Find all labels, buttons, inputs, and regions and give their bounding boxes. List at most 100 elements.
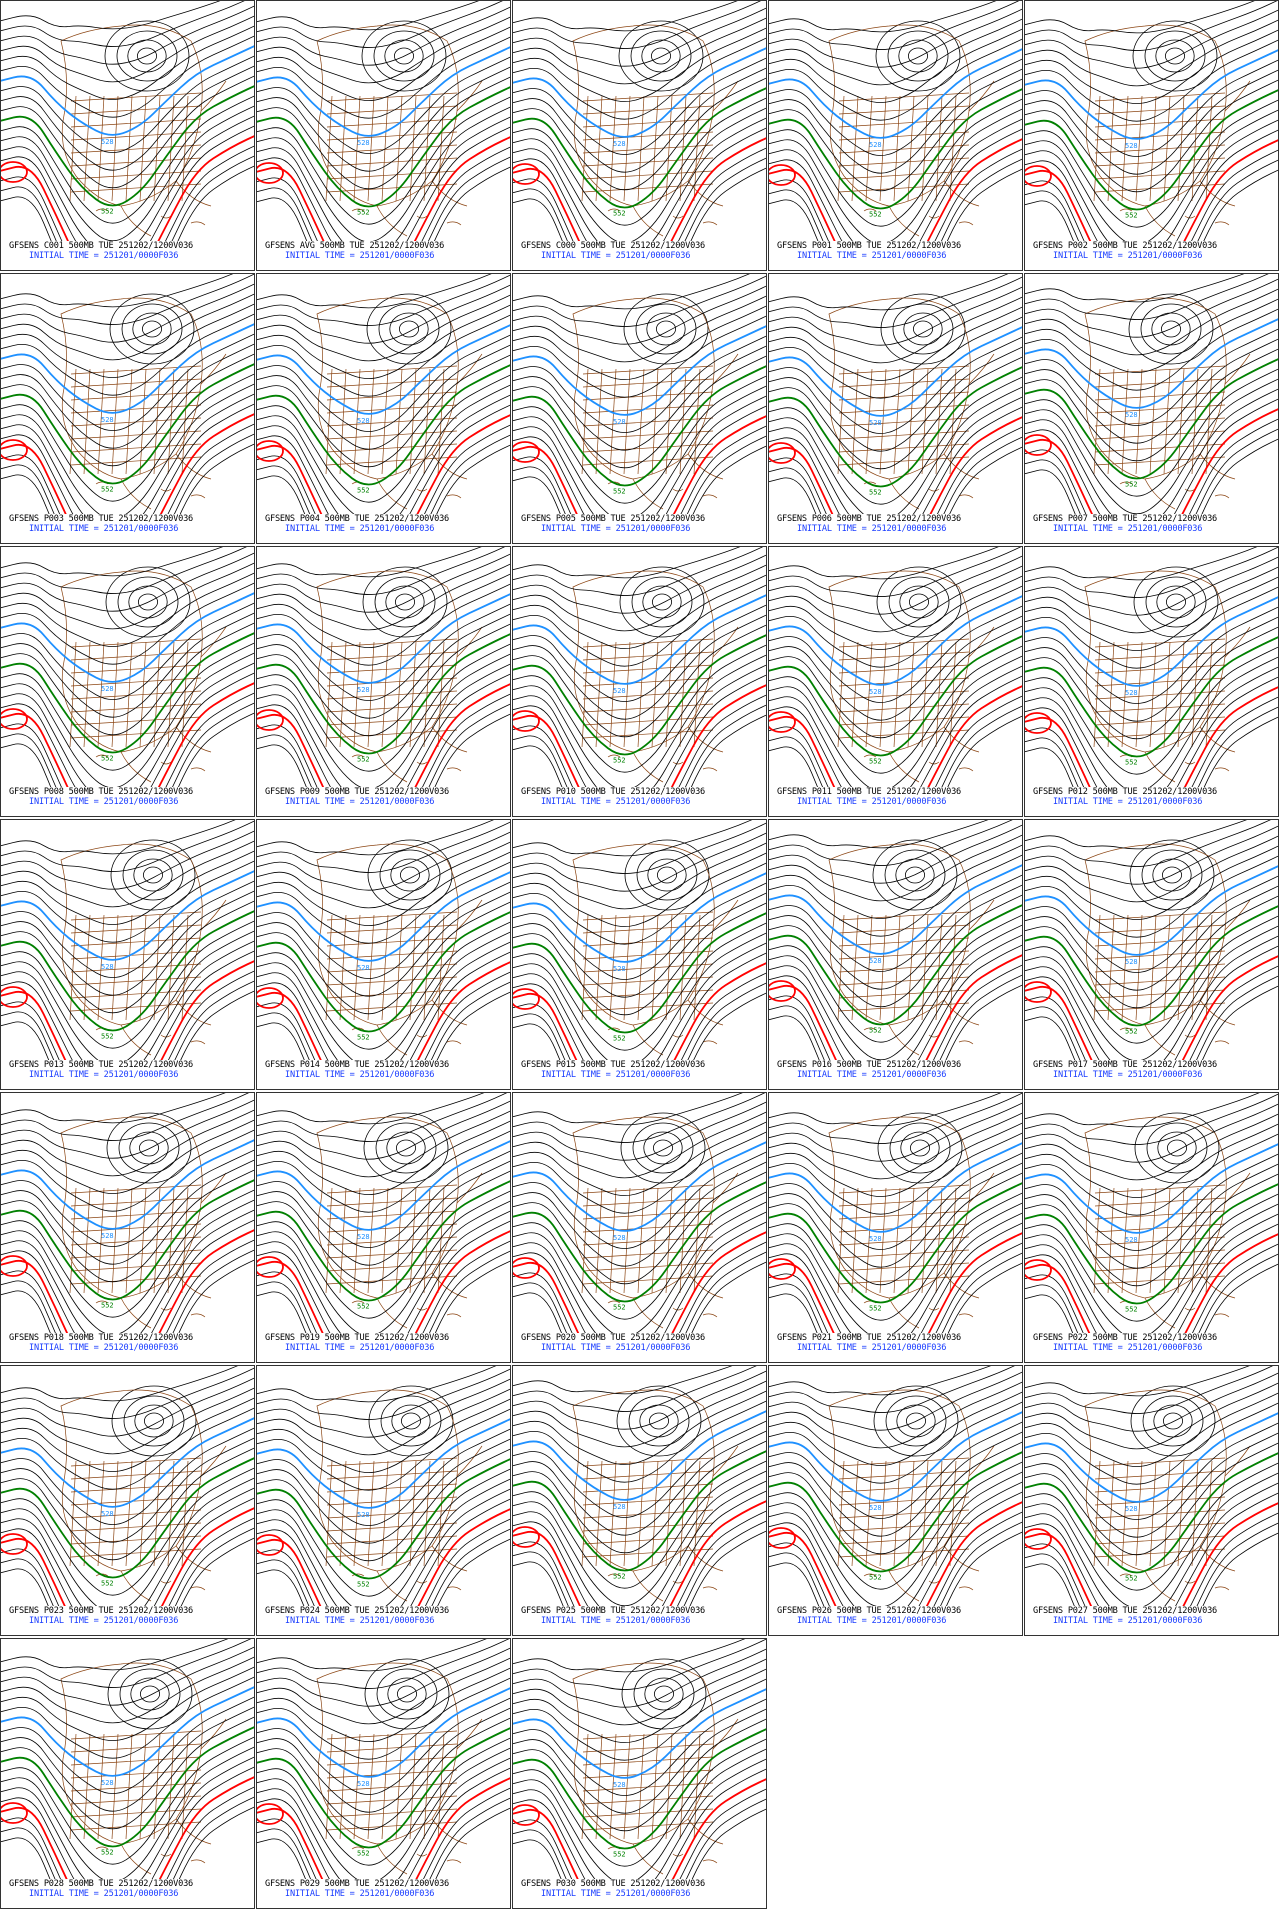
map-panel: 528552576GFSENS P024 500MB TUE 251202/12…: [256, 1365, 511, 1636]
panel-initial-time: INITIAL TIME = 251201/0000F036: [797, 524, 947, 534]
contour-552: [1025, 358, 1278, 480]
contour-528-label: 528: [1125, 958, 1138, 966]
closed-contour-576: [1025, 712, 1052, 734]
panel-initial-time: INITIAL TIME = 251201/0000F036: [29, 1070, 179, 1080]
isoheight-contours: [1025, 1093, 1278, 1333]
height-contour-map: 528552576: [513, 547, 766, 787]
closed-contour-576: [769, 164, 796, 186]
contour-576: [513, 1231, 766, 1333]
isoheight-contours: [769, 274, 1022, 514]
isoheight-contours: [769, 1, 1022, 241]
contour-576: [513, 1500, 766, 1606]
map-panel: 528552576GFSENS P013 500MB TUE 251202/12…: [0, 819, 255, 1090]
polar-low-contours: [620, 1112, 706, 1184]
map-panel: 528552576GFSENS P007 500MB TUE 251202/12…: [1024, 273, 1279, 544]
contour-552: [1, 910, 254, 1032]
contour-528: [1025, 865, 1278, 956]
height-contour-map: 528552576: [1025, 1366, 1278, 1606]
closed-contour-576: [257, 987, 284, 1009]
contour-528: [769, 48, 1022, 139]
coastline-borders: [828, 1116, 995, 1329]
contour-528-label: 528: [1125, 411, 1138, 419]
contour-576: [513, 415, 766, 514]
isoheight-contours: [513, 1639, 766, 1879]
isoheight-contours: [1, 1639, 254, 1879]
closed-contour-576: [1, 439, 28, 461]
panel-initial-time: INITIAL TIME = 251201/0000F036: [1053, 1343, 1203, 1353]
panel-title: GFSENS P001 500MB TUE 251202/1200V036: [777, 241, 962, 251]
contour-528: [257, 593, 510, 684]
panel-initial-time: INITIAL TIME = 251201/0000F036: [541, 1616, 691, 1626]
panel-initial-time: INITIAL TIME = 251201/0000F036: [29, 1889, 179, 1899]
contour-528-label: 528: [1125, 142, 1138, 150]
contour-576: [1, 682, 254, 787]
contour-528: [1, 323, 254, 414]
contour-528-label: 528: [613, 418, 626, 426]
coastline-borders: [60, 1116, 227, 1329]
height-contour-map: 528552576: [257, 1366, 510, 1606]
panel-initial-time: INITIAL TIME = 251201/0000F036: [797, 251, 947, 261]
contour-528: [1, 45, 254, 136]
panel-title: GFSENS C001 500MB TUE 251202/1200V036: [9, 241, 194, 251]
isoheight-contours: [513, 547, 766, 787]
closed-contour-576: [1025, 1528, 1052, 1550]
contour-552-label: 552: [357, 756, 370, 764]
height-contour-map: 528552576: [1, 547, 254, 787]
closed-contour-576: [257, 162, 284, 184]
isoheight-contours: [257, 1639, 510, 1879]
contour-528: [513, 594, 766, 685]
height-contour-map: 528552576: [513, 1093, 766, 1333]
panel-title: GFSENS P025 500MB TUE 251202/1200V036: [521, 1606, 706, 1616]
contour-552-label: 552: [1125, 1575, 1138, 1583]
closed-contour-576: [257, 1256, 284, 1278]
panel-initial-time: INITIAL TIME = 251201/0000F036: [29, 524, 179, 534]
isoheight-contours: [257, 1093, 510, 1333]
contour-576: [1025, 1502, 1278, 1606]
panel-title: GFSENS P017 500MB TUE 251202/1200V036: [1033, 1060, 1218, 1070]
map-panel: 528552576GFSENS P015 500MB TUE 251202/12…: [512, 819, 767, 1090]
isoheight-contours: [1, 1, 254, 241]
closed-contour-576: [513, 441, 540, 463]
contour-576: [1025, 686, 1278, 787]
contour-528: [1, 1686, 254, 1777]
panel-initial-time: INITIAL TIME = 251201/0000F036: [1053, 1616, 1203, 1626]
panel-initial-time: INITIAL TIME = 251201/0000F036: [541, 1889, 691, 1899]
closed-contour-576: [257, 709, 284, 731]
height-contour-map: 528552576: [769, 820, 1022, 1060]
closed-contour-576: [513, 710, 540, 732]
closed-contour-576: [769, 711, 796, 733]
coastline-borders: [316, 1116, 483, 1329]
closed-contour-576: [513, 1257, 540, 1279]
contour-576: [769, 1232, 1022, 1333]
contour-552-label: 552: [357, 209, 370, 217]
map-panel: 528552576GFSENS P005 500MB TUE 251202/12…: [512, 273, 767, 544]
contour-552: [513, 1181, 766, 1303]
contour-528-label: 528: [869, 688, 882, 696]
contour-576: [257, 1508, 510, 1606]
contour-552-label: 552: [101, 1033, 114, 1041]
isoheight-contours: [769, 820, 1022, 1060]
map-panel: 528552576GFSENS P022 500MB TUE 251202/12…: [1024, 1092, 1279, 1363]
contour-528-label: 528: [613, 1234, 626, 1242]
contour-528-label: 528: [101, 685, 114, 693]
contour-528-label: 528: [357, 1511, 370, 1519]
panel-initial-time: INITIAL TIME = 251201/0000F036: [285, 1889, 435, 1899]
contour-552-label: 552: [1125, 759, 1138, 767]
contour-576: [1025, 955, 1278, 1060]
polar-low-contours: [110, 839, 196, 911]
polar-low-contours: [616, 1385, 702, 1457]
map-panel: 528552576GFSENS P021 500MB TUE 251202/12…: [768, 1092, 1023, 1363]
contour-576: [257, 961, 510, 1060]
closed-contour-576: [1, 161, 28, 183]
closed-contour-576: [1, 1802, 28, 1824]
contour-552: [257, 633, 510, 755]
contour-528: [257, 1418, 510, 1509]
contour-528: [513, 1688, 766, 1779]
contour-528: [769, 1142, 1022, 1233]
coastline-borders: [572, 843, 739, 1056]
polar-low-contours: [1134, 1112, 1220, 1184]
isoheight-contours: [1025, 820, 1278, 1060]
polar-low-contours: [875, 20, 961, 92]
contour-552: [257, 1458, 510, 1580]
contour-552-label: 552: [357, 1303, 370, 1311]
